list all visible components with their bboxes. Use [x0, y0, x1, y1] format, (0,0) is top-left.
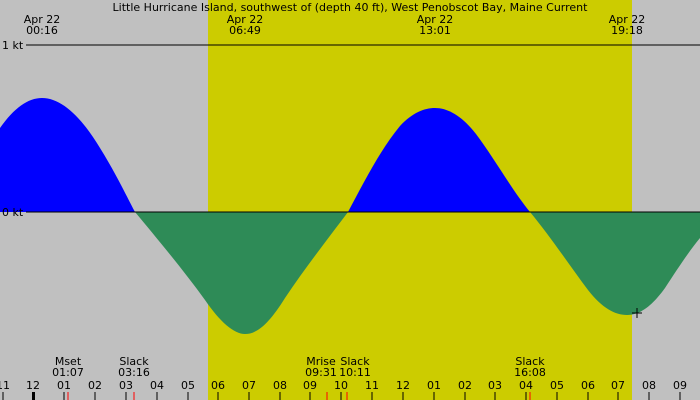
ebb-area-1 — [135, 212, 348, 334]
event-mrise: Mrise 09:31 — [305, 355, 337, 379]
event-slack-2: Slack 10:11 — [339, 355, 371, 379]
hour-label: 04 — [150, 379, 164, 392]
hour-label: 06 — [211, 379, 225, 392]
hour-label: 06 — [581, 379, 595, 392]
hour-label: 05 — [550, 379, 564, 392]
extreme-3-label: Apr 22 13:01 — [416, 13, 454, 37]
current-position-marker — [632, 308, 642, 318]
hour-label: 03 — [119, 379, 133, 392]
event-slack-1: Slack 03:16 — [118, 355, 150, 379]
extreme-1-label: Apr 22 00:16 — [23, 13, 61, 37]
flood-area-2 — [348, 108, 530, 212]
hour-label: 09 — [673, 379, 687, 392]
hour-ticks — [2, 392, 681, 400]
chart-title: Little Hurricane Island, southwest of (d… — [112, 1, 588, 14]
hour-label: 11 — [0, 379, 10, 392]
flood-area-1 — [0, 98, 135, 212]
event-ticks — [67, 392, 531, 400]
hour-label: 12 — [396, 379, 410, 392]
hour-label: 04 — [519, 379, 533, 392]
event-slack-3: Slack 16:08 — [514, 355, 546, 379]
extreme-4-label: Apr 22 19:18 — [608, 13, 646, 37]
hour-label: 11 — [365, 379, 379, 392]
hour-label: 08 — [273, 379, 287, 392]
hour-label: 09 — [303, 379, 317, 392]
hour-label: 08 — [642, 379, 656, 392]
hour-label: 02 — [88, 379, 102, 392]
ebb-area-2 — [530, 212, 700, 315]
hour-label: 10 — [334, 379, 348, 392]
y-label-0kt: 0 kt — [2, 206, 24, 219]
midnight-tick — [32, 392, 35, 400]
hour-label: 12 — [26, 379, 40, 392]
hour-label: 07 — [611, 379, 625, 392]
hour-label: 05 — [181, 379, 195, 392]
y-label-1kt: 1 kt — [2, 39, 24, 52]
event-mset: Mset 01:07 — [52, 355, 84, 379]
extreme-2-label: Apr 22 06:49 — [226, 13, 264, 37]
hour-label: 07 — [242, 379, 256, 392]
hour-label: 03 — [488, 379, 502, 392]
hour-label: 01 — [427, 379, 441, 392]
hour-label: 01 — [57, 379, 71, 392]
hour-label: 02 — [458, 379, 472, 392]
